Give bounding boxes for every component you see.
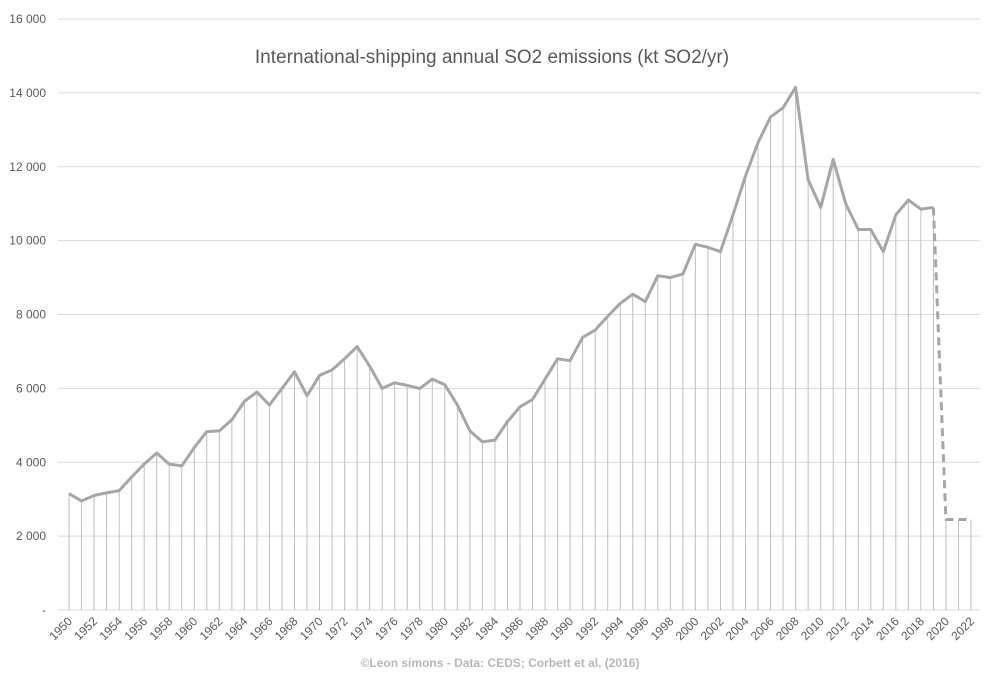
x-tick-label: 2014	[848, 614, 877, 643]
x-tick-label: 2008	[773, 614, 802, 643]
x-tick-label: 1984	[472, 614, 501, 643]
x-tick-label: 1968	[272, 614, 301, 643]
x-tick-label: 1996	[623, 614, 652, 643]
x-tick-label: 1994	[598, 614, 627, 643]
y-tick-label: -	[42, 603, 46, 617]
y-tick-label: 2 000	[16, 529, 46, 543]
y-axis-ticks: - 2 000 4 000 6 000 8 000 10 000 12 000 14 000 1…	[9, 12, 46, 617]
x-tick-label: 1952	[71, 614, 100, 643]
x-tick-label: 1992	[573, 614, 602, 643]
x-tick-label: 2006	[748, 614, 777, 643]
x-tick-label: 2012	[823, 614, 852, 643]
x-tick-label: 1956	[122, 614, 151, 643]
x-tick-label: 2016	[873, 614, 902, 643]
x-tick-label: 2004	[723, 614, 752, 643]
x-tick-label: 1990	[547, 614, 576, 643]
chart-title: International-shipping annual SO2 emissi…	[255, 47, 729, 68]
x-tick-label: 1998	[648, 614, 677, 643]
x-tick-label: 1964	[222, 614, 251, 643]
x-tick-label: 1966	[247, 614, 276, 643]
drop-lines	[68, 87, 972, 610]
y-tick-label: 14 000	[9, 86, 46, 100]
x-tick-label: 2010	[798, 614, 827, 643]
x-tick-label: 2018	[898, 614, 927, 643]
x-tick-label: 1958	[147, 614, 176, 643]
x-tick-label: 1970	[297, 614, 326, 643]
x-tick-label: 1954	[96, 614, 125, 643]
x-tick-label: 1950	[46, 614, 75, 643]
x-tick-label: 1982	[447, 614, 476, 643]
series-lines	[68, 85, 971, 521]
x-tick-label: 2000	[673, 614, 702, 643]
x-axis-ticks: 1950195219541956195819601962196419661968…	[46, 614, 977, 643]
x-tick-label: 1978	[397, 614, 426, 643]
x-tick-label: 1974	[347, 614, 376, 643]
series-line-dashed	[931, 207, 971, 521]
y-tick-label: 10 000	[9, 234, 46, 248]
y-tick-label: 8 000	[16, 308, 46, 322]
x-tick-label: 1972	[322, 614, 351, 643]
x-tick-label: 1960	[172, 614, 201, 643]
y-tick-label: 16 000	[9, 12, 46, 26]
y-tick-label: 6 000	[16, 381, 46, 395]
chart-credit: ©Leon simons - Data: CEDS; Corbett et al…	[361, 656, 640, 670]
x-tick-label: 1976	[372, 614, 401, 643]
x-tick-label: 1988	[522, 614, 551, 643]
x-tick-label: 2002	[698, 614, 727, 643]
x-tick-label: 2020	[923, 614, 952, 643]
x-tick-label: 1980	[422, 614, 451, 643]
x-tick-label: 1962	[197, 614, 226, 643]
gridlines	[58, 18, 980, 611]
series-line-solid	[68, 85, 934, 503]
y-tick-label: 4 000	[16, 455, 46, 469]
x-tick-label: 1986	[497, 614, 526, 643]
y-tick-label: 12 000	[9, 160, 46, 174]
x-tick-label: 2022	[948, 614, 977, 643]
